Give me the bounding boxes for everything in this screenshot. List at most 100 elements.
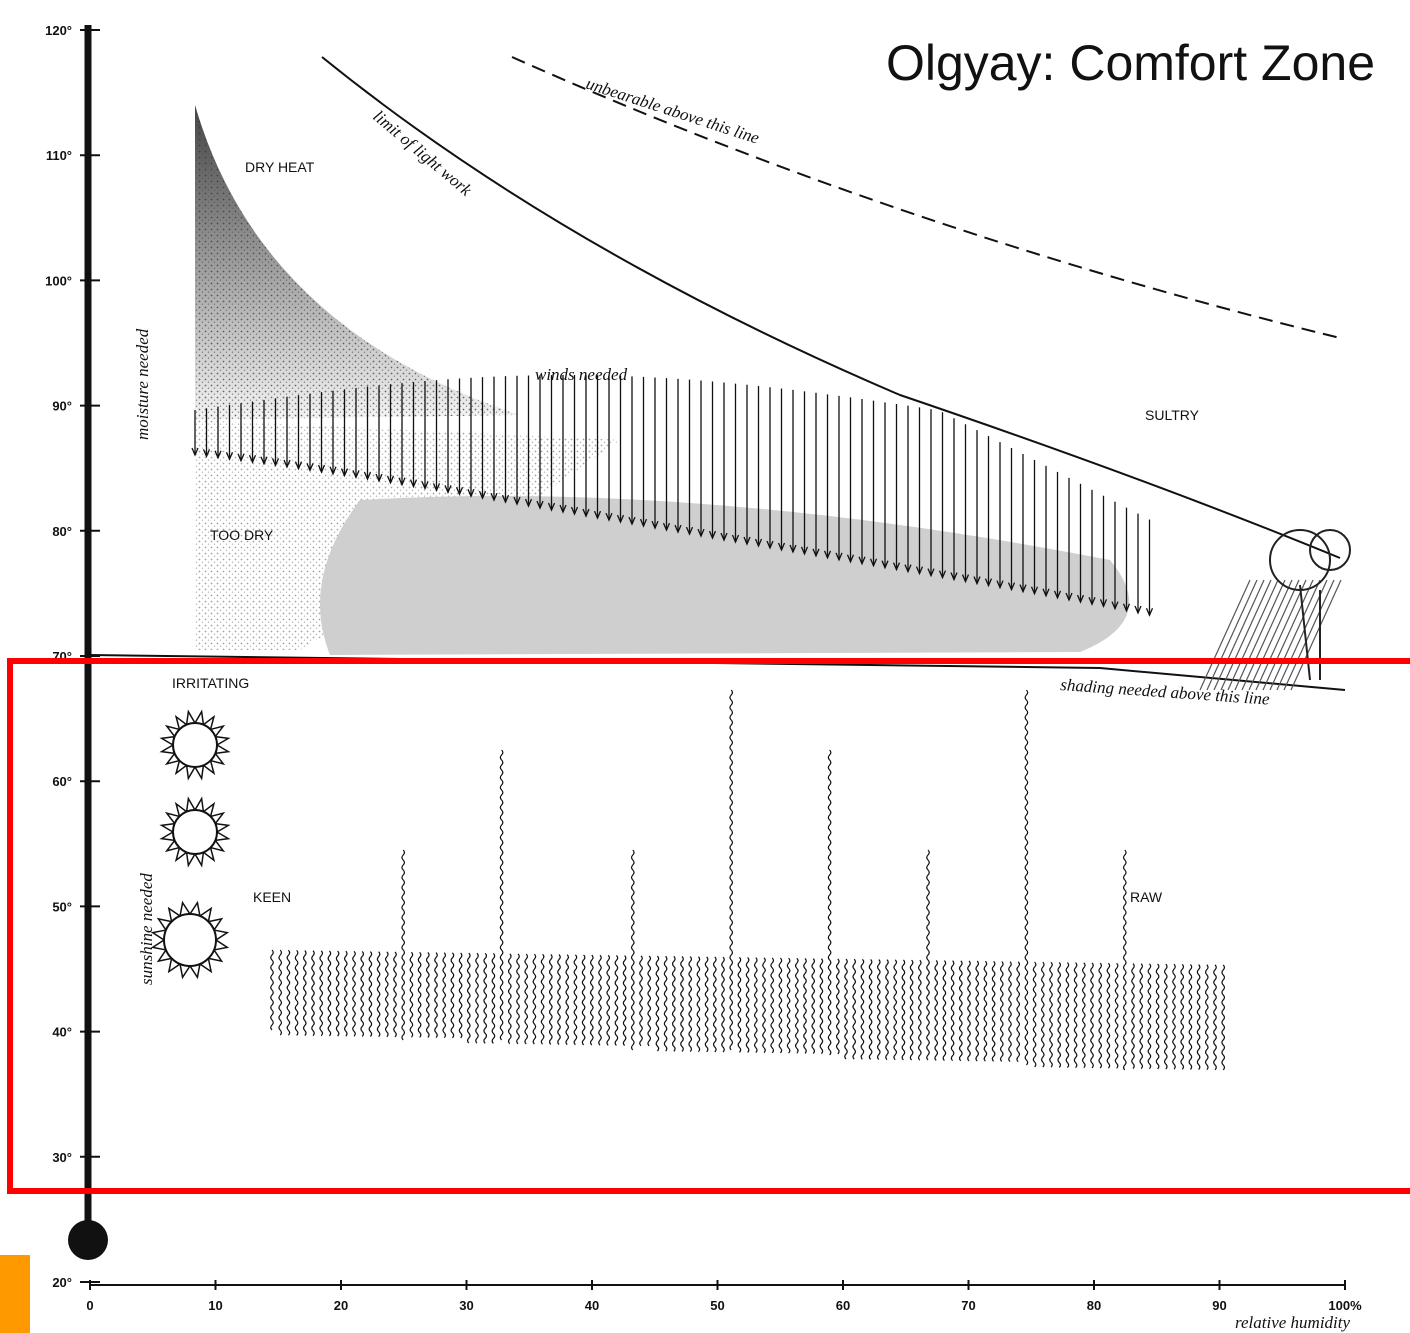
wind-arrow-head (547, 502, 556, 512)
sunshine-line (311, 950, 315, 1037)
sunshine-line (926, 849, 930, 1061)
x-tick-label: 30 (459, 1298, 473, 1313)
sunshine-line (950, 960, 955, 1062)
thermometer-bulb (68, 1220, 108, 1260)
sunshine-line (630, 849, 635, 1051)
label: SULTRY (1145, 407, 1200, 423)
sunshine-line (1147, 963, 1152, 1070)
sunshine-line (1032, 961, 1037, 1068)
sunshine-line (393, 951, 397, 1038)
sunshine-line (1040, 961, 1045, 1068)
shade-hatch (1227, 579, 1279, 691)
sunshine-line (704, 956, 709, 1053)
sunshine-line (368, 951, 373, 1037)
wind-arrow-head (1030, 586, 1039, 596)
wind-arrow-head (628, 516, 636, 526)
sunshine-line (606, 954, 611, 1046)
sunshine-line (999, 961, 1004, 1062)
wind-arrow-head (1145, 608, 1154, 617)
wind-arrow-head (1076, 594, 1085, 604)
label: moisture needed (133, 328, 152, 440)
sunshine-line (868, 958, 873, 1060)
unbearable-curve (511, 56, 1341, 339)
sunshine-line (516, 953, 520, 1045)
wind-arrow-head (1065, 592, 1073, 602)
sunshine-line (786, 957, 791, 1054)
sunshine-line (335, 950, 340, 1037)
sunshine-line (622, 955, 627, 1046)
sunshine-line (376, 951, 381, 1038)
wind-arrow-head (1134, 605, 1142, 615)
sunshine-line (1163, 963, 1168, 1070)
wind-arrow-head (386, 475, 395, 485)
wind-arrow-head (743, 536, 751, 546)
sunshine-line (893, 959, 898, 1061)
comfort-zone (320, 496, 1130, 655)
wind-arrow-head (892, 562, 901, 572)
wind-arrow-head (1111, 601, 1119, 611)
sunshine-line (794, 957, 799, 1054)
wind-arrow-head (1042, 588, 1050, 598)
wind-arrow-head (697, 528, 705, 538)
sunshine-line (712, 956, 717, 1053)
sunshine-line (1221, 964, 1226, 1071)
sunshine-line (688, 956, 693, 1053)
label: IRRITATING (172, 675, 249, 691)
wind-arrow-head (455, 487, 464, 496)
sunshine-line (581, 954, 586, 1046)
wind-arrow-head (536, 500, 544, 510)
wind-arrow-head (225, 451, 234, 461)
label: winds needed (535, 365, 628, 384)
sun-icons (163, 722, 218, 967)
sunshine-line (286, 949, 291, 1036)
sunshine-line (589, 954, 594, 1046)
label: KEEN (253, 889, 291, 905)
sunshine-line (614, 954, 619, 1046)
sunshine-line (827, 749, 832, 1056)
wind-arrow-head (375, 473, 383, 483)
sunshine-line (557, 954, 561, 1045)
shade-hatch (1213, 579, 1265, 691)
sunshine-line (1180, 963, 1185, 1070)
x-tick-label: 60 (836, 1298, 850, 1313)
wind-arrow-head (1099, 599, 1108, 609)
sunshine-line (885, 959, 889, 1061)
sunshine-line (721, 956, 725, 1053)
sunshine-line (1131, 963, 1135, 1069)
wind-arrow-head (398, 477, 406, 487)
x-tick-label: 70 (961, 1298, 975, 1313)
wind-arrow-head (616, 514, 625, 524)
sunshine-line (745, 957, 750, 1053)
sunshine-line (573, 954, 578, 1046)
sunshine-line (671, 955, 676, 1052)
sunshine-line (876, 959, 881, 1060)
sunshine-line (565, 954, 570, 1046)
sunshine-line (655, 955, 660, 1052)
sunshine-line (958, 960, 963, 1062)
wind-arrow-head (720, 532, 728, 542)
sunshine-line (737, 956, 742, 1053)
wind-arrow-head (237, 453, 245, 463)
sunshine-line (803, 957, 807, 1054)
sunshine-line (360, 950, 365, 1037)
sunshine-line (483, 952, 488, 1044)
wind-arrow-head (1019, 584, 1027, 594)
sunshine-line (409, 951, 414, 1038)
sunshine-line (1081, 962, 1086, 1069)
wind-arrow-head (869, 558, 878, 568)
x-tick-label: 100% (1328, 1298, 1362, 1313)
wind-arrow-head (708, 530, 717, 540)
sunshine-line (917, 959, 922, 1061)
highlight-box (7, 658, 1410, 1194)
label: RAW (1130, 889, 1163, 905)
label: sunshine needed (137, 873, 156, 985)
sunshine-line (639, 955, 643, 1047)
sunshine-line (278, 949, 283, 1036)
sunshine-line (753, 957, 758, 1054)
sunshine-line (1024, 689, 1029, 1066)
wind-arrow-head (812, 548, 820, 558)
x-tick-label: 90 (1212, 1298, 1226, 1313)
label: DRY HEAT (245, 159, 315, 175)
sunshine-line (343, 950, 348, 1037)
